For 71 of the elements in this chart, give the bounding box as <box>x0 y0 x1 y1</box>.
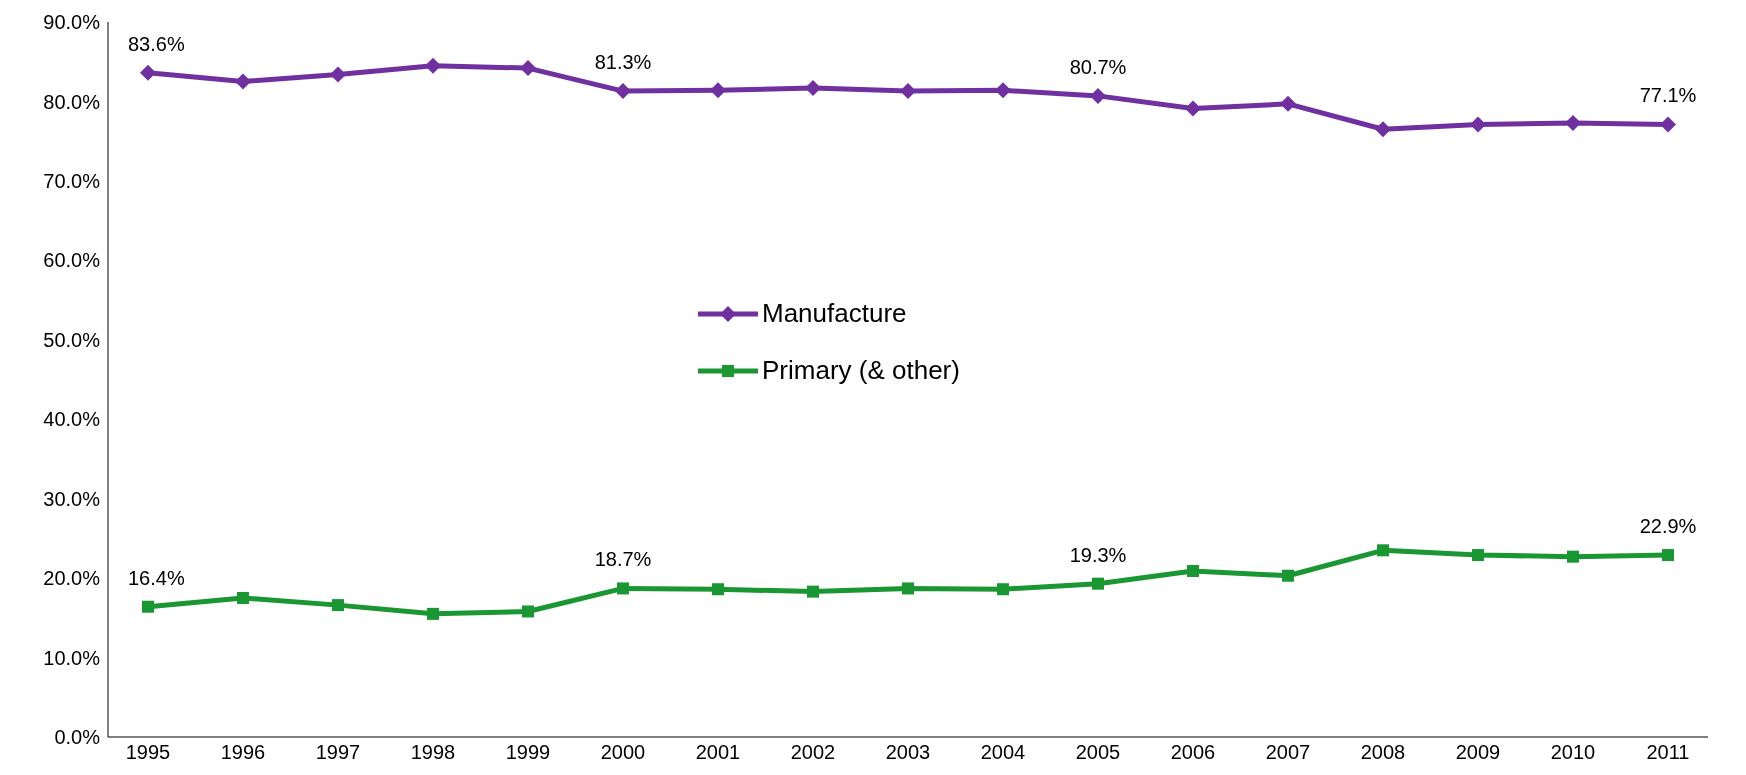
y-tick-label: 90.0% <box>43 11 101 34</box>
point <box>900 83 916 100</box>
point <box>805 79 821 96</box>
y-tick-label: 50.0% <box>43 328 101 351</box>
x-tick-label: 1996 <box>220 741 266 764</box>
point <box>1662 549 1674 562</box>
point <box>520 60 536 77</box>
data-label: 16.4% <box>128 566 185 589</box>
point <box>425 57 441 74</box>
data-label: 77.1% <box>1639 84 1697 107</box>
x-tick-label: 1999 <box>505 741 551 764</box>
point <box>1280 95 1296 112</box>
y-tick-label: 70.0% <box>43 169 101 192</box>
point <box>712 583 724 596</box>
y-tick-label: 30.0% <box>43 487 101 510</box>
point <box>1090 87 1106 104</box>
x-tick-label: 2006 <box>1170 741 1216 764</box>
point <box>1092 577 1104 590</box>
x-tick-label: 1995 <box>125 741 171 764</box>
point <box>615 83 631 100</box>
legend-label: Primary (& other) <box>762 355 960 386</box>
point <box>1377 544 1389 557</box>
point <box>332 599 344 612</box>
x-tick-label: 2010 <box>1550 741 1596 764</box>
point <box>1187 564 1199 577</box>
x-tick-label: 2011 <box>1646 741 1690 764</box>
x-tick-label: 2004 <box>980 741 1026 764</box>
point <box>997 583 1009 596</box>
y-tick-label: 60.0% <box>43 249 101 272</box>
data-label: 19.3% <box>1069 543 1127 566</box>
point <box>140 64 156 81</box>
point <box>1565 114 1581 131</box>
data-label: 80.7% <box>1069 55 1127 78</box>
x-tick-label: 2002 <box>790 741 836 764</box>
point <box>1282 569 1294 582</box>
y-tick-label: 0.0% <box>54 726 101 749</box>
point <box>1185 100 1201 117</box>
data-label: 83.6% <box>128 32 185 55</box>
x-tick-label: 2000 <box>600 741 646 764</box>
point <box>237 591 249 604</box>
data-label: 22.9% <box>1639 515 1697 538</box>
point <box>1567 550 1579 563</box>
data-label: 18.7% <box>594 548 652 571</box>
point <box>995 82 1011 99</box>
y-tick-label: 80.0% <box>43 90 101 113</box>
y-tick-label: 10.0% <box>43 646 101 669</box>
point <box>1470 116 1486 133</box>
x-tick-label: 1997 <box>315 741 361 764</box>
point <box>710 82 726 99</box>
x-tick-label: 1998 <box>410 741 456 764</box>
point <box>1660 116 1676 133</box>
point <box>902 582 914 595</box>
x-tick-label: 2008 <box>1360 741 1406 764</box>
point <box>1375 121 1391 138</box>
y-tick-label: 40.0% <box>43 408 101 431</box>
point <box>522 605 534 618</box>
data-label: 81.3% <box>594 51 652 74</box>
point <box>142 600 154 613</box>
x-tick-label: 2005 <box>1075 741 1121 764</box>
legend-label: Manufacture <box>762 298 907 329</box>
x-tick-label: 2009 <box>1455 741 1501 764</box>
y-tick-label: 20.0% <box>43 567 101 590</box>
point <box>617 582 629 595</box>
point <box>330 66 346 83</box>
x-tick-label: 2001 <box>695 741 741 764</box>
point <box>807 585 819 598</box>
point <box>235 73 251 90</box>
x-tick-label: 2003 <box>885 741 931 764</box>
point <box>427 607 439 620</box>
x-tick-label: 2007 <box>1265 741 1311 764</box>
point <box>1472 549 1484 562</box>
